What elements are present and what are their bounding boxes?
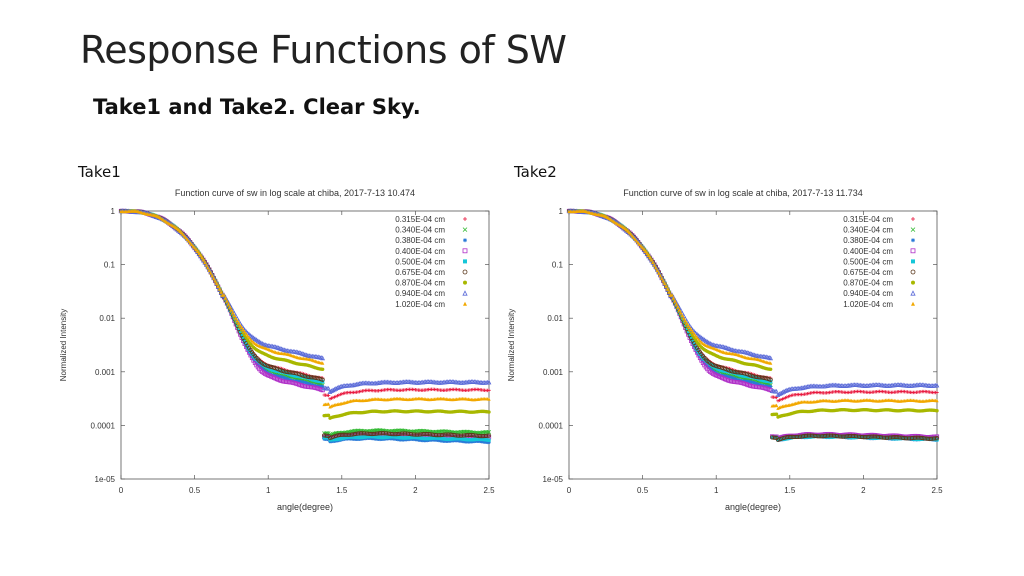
legend-marker [911,280,915,285]
legend-label: 0.940E-04 cm [395,289,445,298]
x-axis-label: angle(degree) [277,502,333,512]
legend-marker [911,217,915,221]
chart-title: Function curve of sw in log scale at chi… [175,188,415,198]
legend-label: 0.870E-04 cm [395,279,445,288]
panel-label-take2: Take2 [514,163,557,181]
x-tick-label: 2 [413,486,418,495]
plot-frame [120,210,490,480]
response-chart-take2: Function curve of sw in log scale at chi… [507,188,943,512]
x-tick-label: 0 [567,486,572,495]
legend-marker [462,269,468,275]
y-tick-label: 1e-05 [95,475,116,484]
slide-title: Response Functions of SW [80,28,567,72]
legend: 0.315E-04 cm 0.340E-04 cm0.380E-04 cm 0.40… [843,215,916,309]
legend: 0.315E-04 cm 0.340E-04 cm0.380E-04 cm 0.40… [395,215,468,309]
legend-marker [911,301,915,306]
legend-marker [911,238,915,243]
x-tick-label: 0.5 [189,486,201,495]
legend-marker [462,248,468,254]
y-tick-label: 0.001 [543,368,564,377]
x-tick-label: 2.5 [483,486,495,495]
legend-marker [463,280,467,285]
legend-marker [462,290,468,296]
legend-marker [910,248,916,254]
legend-marker [911,259,915,264]
x-tick-label: 0 [119,486,124,495]
plot-frame [568,210,938,480]
legend-marker [910,227,916,232]
y-tick-label: 1e-05 [543,475,564,484]
legend-label: 0.940E-04 cm [843,289,893,298]
y-tick-label: 0.01 [99,314,115,323]
y-tick-label: 0.0001 [539,421,564,430]
legend-label: 0.380E-04 cm [395,236,445,245]
legend-label: 0.675E-04 cm [843,268,893,277]
slide-subtitle: Take1 and Take2. Clear Sky. [93,95,421,119]
y-tick-label: 0.1 [552,261,564,270]
legend-label: 0.400E-04 cm [395,247,445,256]
legend-marker [463,259,467,264]
legend-marker [463,217,467,221]
x-tick-label: 1 [714,486,719,495]
legend-label: 0.315E-04 cm [395,215,445,224]
legend-marker [463,238,467,243]
legend-label: 0.675E-04 cm [395,268,445,277]
x-axis-label: angle(degree) [725,502,781,512]
y-tick-label: 0.0001 [91,421,116,430]
legend-label: 1.020E-04 cm [395,300,445,309]
legend-label: 1.020E-04 cm [843,300,893,309]
y-tick-label: 0.001 [95,368,116,377]
legend-label: 0.500E-04 cm [395,257,445,266]
y-axis-label: Normalized Intensity [507,309,516,381]
x-tick-label: 2 [861,486,866,495]
legend-marker [462,227,468,232]
x-tick-label: 1.5 [784,486,796,495]
y-axis-label: Normalized Intensity [59,309,68,381]
chart-title: Function curve of sw in log scale at chi… [623,188,862,198]
y-tick-label: 1 [559,207,564,216]
legend-label: 0.500E-04 cm [843,257,893,266]
legend-marker [910,290,916,296]
legend-label: 0.400E-04 cm [843,247,893,256]
x-tick-label: 1.5 [336,486,348,495]
response-chart-take1: Function curve of sw in log scale at chi… [59,188,495,512]
legend-marker [910,269,916,275]
series-8 [567,209,939,410]
legend-label: 0.870E-04 cm [843,279,893,288]
legend-label: 0.340E-04 cm [395,226,445,235]
y-tick-label: 0.01 [547,314,563,323]
x-tick-label: 0.5 [637,486,649,495]
y-tick-label: 1 [111,207,116,216]
panel-label-take1: Take1 [78,163,121,181]
x-tick-label: 2.5 [931,486,943,495]
legend-label: 0.315E-04 cm [843,215,893,224]
x-tick-label: 1 [266,486,271,495]
y-tick-label: 0.1 [104,261,116,270]
legend-label: 0.340E-04 cm [843,226,893,235]
series-8 [119,209,491,409]
legend-marker [463,301,467,306]
legend-label: 0.380E-04 cm [843,236,893,245]
